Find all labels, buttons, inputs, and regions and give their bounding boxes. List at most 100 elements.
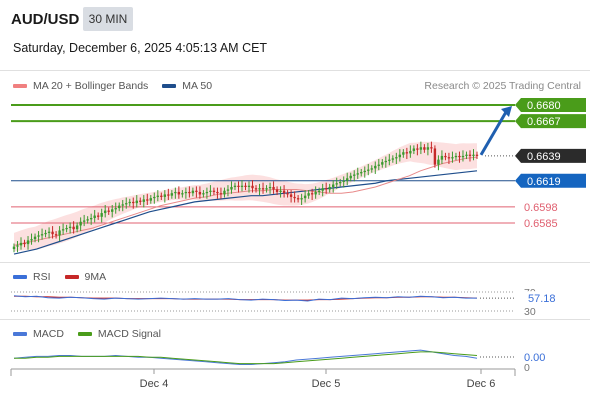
candle-body — [30, 239, 33, 241]
candle-body — [96, 215, 100, 217]
ma20-line — [13, 156, 478, 246]
candle-body — [395, 157, 398, 159]
candle-body — [433, 148, 437, 165]
candle-body — [209, 190, 212, 192]
candle-body — [261, 188, 265, 190]
candle-body — [461, 155, 465, 158]
candle-body — [360, 172, 363, 174]
candle-body — [374, 165, 377, 169]
candle-body — [353, 174, 356, 176]
candle-body — [300, 198, 303, 200]
candle-body — [184, 191, 188, 194]
candle-body — [451, 157, 454, 159]
candle-body — [191, 190, 195, 194]
candle-body — [240, 185, 244, 187]
candle-body — [296, 198, 300, 200]
candle-body — [146, 199, 149, 201]
candle-body — [226, 189, 230, 191]
support-level-label: 0.6585 — [524, 218, 558, 230]
rsi-value-label: 57.18 — [528, 293, 556, 305]
candle-body — [349, 175, 352, 179]
candle-body — [398, 154, 402, 158]
candle-body — [114, 208, 117, 210]
candle-body — [219, 193, 223, 195]
current-price-level-label: 0.6639 — [527, 151, 561, 163]
candle-body — [335, 183, 338, 185]
candle-body — [268, 186, 272, 189]
candle-body — [367, 169, 370, 171]
candle-body — [160, 195, 163, 197]
candle-body — [142, 199, 145, 202]
candle-body — [118, 205, 121, 209]
ma50-legend-label: MA 50 — [182, 80, 213, 92]
candle-body — [317, 190, 321, 192]
candle-body — [328, 186, 331, 190]
candle-body — [19, 242, 23, 246]
candle-body — [346, 178, 349, 181]
rsi-swatch — [13, 275, 27, 279]
rsi-tick-30: 30 — [524, 306, 536, 318]
candle-body — [125, 203, 128, 205]
candle-body — [272, 186, 275, 190]
candle-body — [402, 152, 405, 155]
candle-body — [40, 234, 44, 236]
candle-body — [212, 190, 216, 192]
candle-body — [472, 154, 475, 156]
candle-body — [72, 226, 75, 230]
candle-body — [384, 160, 388, 163]
candle-body — [89, 218, 93, 220]
candle-body — [444, 155, 447, 158]
rsi-legend-label: RSI — [33, 271, 51, 283]
candle-body — [68, 226, 72, 228]
candle-body — [251, 185, 254, 189]
candle-body — [377, 164, 380, 166]
candle-body — [286, 193, 289, 195]
candle-body — [163, 194, 167, 197]
candle-body — [156, 195, 160, 197]
candle-body — [79, 221, 82, 226]
candle-body — [65, 227, 68, 230]
candle-body — [303, 195, 307, 199]
candle-body — [54, 234, 58, 236]
resistance-level-tag — [515, 98, 586, 112]
timestamp: Saturday, December 6, 2025 4:05:13 AM CE… — [13, 41, 268, 55]
candle-body — [86, 219, 89, 221]
resistance-level-tag — [515, 114, 586, 129]
candle-body — [82, 220, 86, 222]
candle-body — [331, 184, 335, 187]
candle-body — [324, 188, 328, 190]
current-price-level-tag — [515, 148, 586, 163]
rsi-ma-legend-label: 9MA — [84, 271, 107, 283]
timeframe-button[interactable]: 30 MIN — [83, 7, 133, 31]
candle-body — [100, 213, 103, 217]
candle-body — [61, 229, 65, 231]
macd-signal-swatch — [77, 332, 92, 336]
macd-swatch — [13, 332, 27, 336]
candle-body — [149, 198, 152, 201]
candle-body — [216, 191, 219, 194]
candle-body — [307, 193, 310, 196]
candle-body — [293, 196, 296, 199]
candle-body — [363, 170, 366, 173]
candle-body — [388, 159, 391, 161]
rsi-divider — [0, 262, 590, 263]
candle-body — [468, 154, 472, 156]
candle-body — [103, 210, 107, 214]
candle-body — [391, 158, 395, 160]
macd-divider — [0, 319, 590, 320]
candle-body — [93, 215, 96, 219]
candle-body — [356, 173, 359, 175]
candle-body — [381, 162, 384, 165]
candle-body — [177, 191, 181, 195]
candle-body — [195, 190, 198, 192]
macd-tick-0: 0 — [524, 362, 530, 374]
candle-body — [230, 186, 233, 190]
candle-body — [314, 191, 317, 195]
candle-body — [247, 185, 251, 187]
candle-body — [75, 225, 79, 230]
candle-body — [111, 209, 114, 212]
rsi-ma-swatch — [64, 275, 79, 279]
candle-body — [26, 240, 30, 245]
candle-body — [475, 154, 479, 156]
candle-body — [321, 188, 324, 191]
